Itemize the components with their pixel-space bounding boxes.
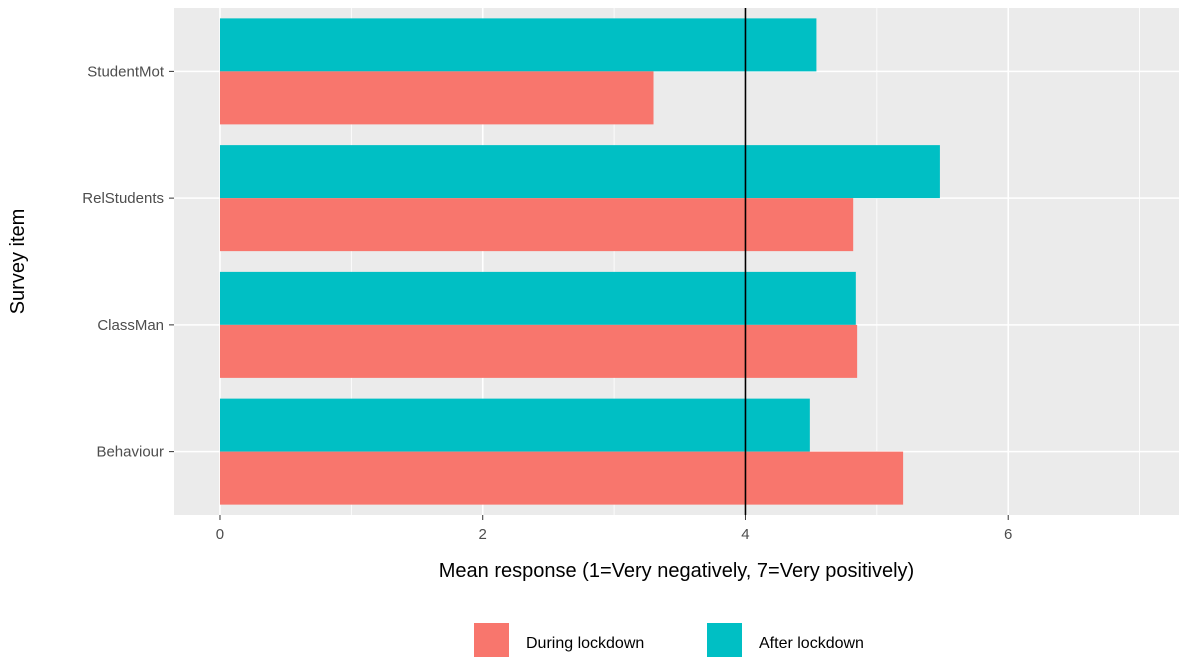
legend: During lockdown After lockdown xyxy=(474,623,864,657)
y-tick-label: StudentMot xyxy=(87,63,165,80)
bar-during-lockdown xyxy=(219,71,654,125)
bar-during-lockdown xyxy=(219,451,904,505)
x-axis: 0 2 4 6 xyxy=(216,515,1012,543)
bar-after-lockdown xyxy=(219,145,940,199)
y-axis-title: Survey item xyxy=(7,209,29,315)
bar-during-lockdown xyxy=(219,198,854,252)
bar-during-lockdown xyxy=(219,324,858,378)
x-axis-title: Mean response (1=Very negatively, 7=Very… xyxy=(439,560,914,582)
legend-key xyxy=(707,623,742,657)
y-axis: StudentMot RelStudents ClassMan Behaviour xyxy=(82,63,174,461)
legend-key xyxy=(474,623,509,657)
legend-label: During lockdown xyxy=(526,635,644,652)
y-tick-label: Behaviour xyxy=(96,444,164,461)
bar-after-lockdown xyxy=(219,398,810,452)
x-tick-label: 6 xyxy=(1004,526,1012,543)
x-tick-label: 2 xyxy=(479,526,487,543)
bars xyxy=(219,18,940,505)
x-tick-label: 4 xyxy=(741,526,749,543)
y-tick-label: ClassMan xyxy=(97,317,164,334)
bar-after-lockdown xyxy=(219,271,856,325)
y-tick-label: RelStudents xyxy=(82,190,164,207)
bar-after-lockdown xyxy=(219,18,817,72)
legend-label: After lockdown xyxy=(759,635,864,652)
x-tick-label: 0 xyxy=(216,526,224,543)
